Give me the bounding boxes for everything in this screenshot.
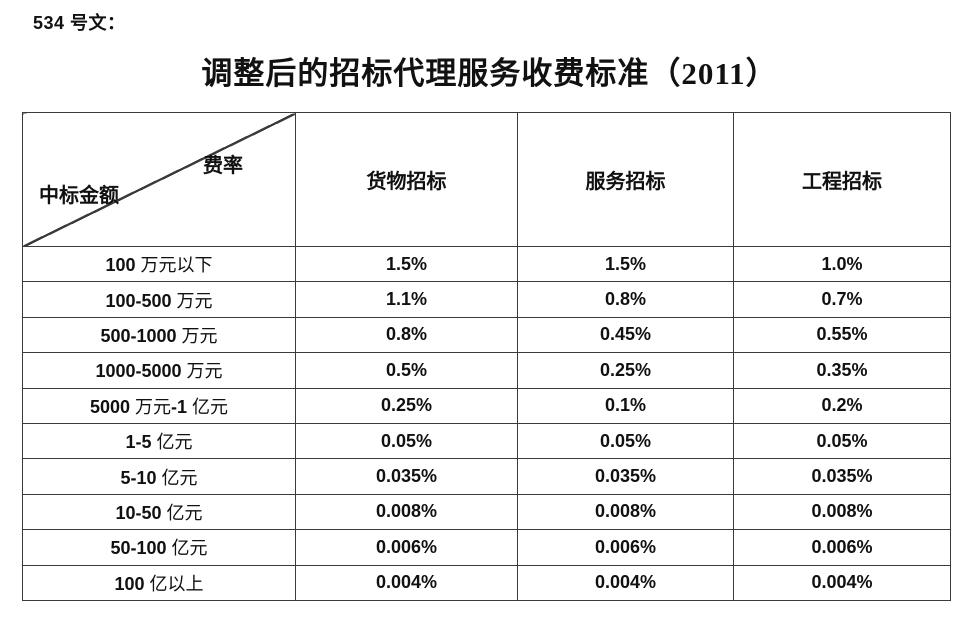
fee-value-cell: 0.008% — [517, 493, 734, 531]
fee-value-cell: 0.05% — [733, 422, 951, 460]
table-row: 100-500 万元 1.1% 0.8% 0.7% — [22, 281, 951, 318]
fee-value-cell: 0.7% — [733, 281, 951, 318]
table-row: 1000-5000 万元 0.5% 0.25% 0.35% — [22, 352, 951, 389]
fee-value-cell: 1.0% — [733, 245, 951, 283]
table-row: 5-10 亿元 0.035% 0.035% 0.035% — [22, 458, 951, 495]
table-row: 1-5 亿元 0.05% 0.05% 0.05% — [22, 422, 951, 460]
fee-value-cell: 0.55% — [733, 316, 951, 354]
table-row: 500-1000 万元 0.8% 0.45% 0.55% — [22, 316, 951, 354]
fee-value-cell: 0.035% — [733, 458, 951, 495]
fee-value-cell: 0.006% — [517, 529, 734, 566]
row-label-amount-range: 500-1000 万元 — [22, 316, 296, 354]
fee-value-cell: 0.004% — [517, 564, 734, 601]
fee-value-cell: 0.035% — [517, 458, 734, 495]
fee-value-cell: 0.05% — [517, 422, 734, 460]
table-header-row: 费率 中标金额 货物招标 服务招标 工程招标 — [22, 112, 951, 247]
fee-value-cell: 0.035% — [295, 458, 518, 495]
row-label-amount-range: 1000-5000 万元 — [22, 352, 296, 389]
corner-diagonal-cell: 费率 中标金额 — [22, 112, 296, 247]
fee-value-cell: 0.006% — [733, 529, 951, 566]
column-header-goods: 货物招标 — [295, 112, 518, 247]
fee-value-cell: 0.5% — [295, 352, 518, 389]
fee-rate-table: 费率 中标金额 货物招标 服务招标 工程招标 100 万元以下 1.5% 1.5% 1… — [22, 112, 951, 601]
fee-value-cell: 0.35% — [733, 352, 951, 389]
corner-fee-rate-label: 费率 — [203, 155, 243, 177]
row-label-amount-range: 50-100 亿元 — [22, 529, 296, 566]
fee-value-cell: 0.45% — [517, 316, 734, 354]
table-row: 100 亿以上 0.004% 0.004% 0.004% — [22, 564, 951, 601]
fee-value-cell: 0.2% — [733, 387, 951, 424]
row-label-amount-range: 5-10 亿元 — [22, 458, 296, 495]
corner-bid-amount-label: 中标金额 — [39, 185, 119, 207]
row-label-amount-range: 10-50 亿元 — [22, 493, 296, 531]
row-label-amount-range: 5000 万元-1 亿元 — [22, 387, 296, 424]
table-row: 50-100 亿元 0.006% 0.006% 0.006% — [22, 529, 951, 566]
fee-value-cell: 0.8% — [295, 316, 518, 354]
column-header-services: 服务招标 — [517, 112, 734, 247]
row-label-amount-range: 100 亿以上 — [22, 564, 296, 601]
row-label-amount-range: 100 万元以下 — [22, 245, 296, 283]
fee-value-cell: 0.006% — [295, 529, 518, 566]
fee-value-cell: 0.25% — [517, 352, 734, 389]
fee-value-cell: 0.008% — [295, 493, 518, 531]
table-row: 5000 万元-1 亿元 0.25% 0.1% 0.2% — [22, 387, 951, 424]
doc-number-label: 534 号文： — [33, 13, 126, 33]
fee-value-cell: 0.25% — [295, 387, 518, 424]
fee-value-cell: 0.004% — [295, 564, 518, 601]
row-label-amount-range: 100-500 万元 — [22, 281, 296, 318]
fee-value-cell: 0.8% — [517, 281, 734, 318]
table-row: 100 万元以下 1.5% 1.5% 1.0% — [22, 245, 951, 283]
fee-value-cell: 0.004% — [733, 564, 951, 601]
page-title: 调整后的招标代理服务收费标准（2011） — [201, 56, 778, 91]
row-label-amount-range: 1-5 亿元 — [22, 422, 296, 460]
column-header-engineering: 工程招标 — [733, 112, 951, 247]
table-row: 10-50 亿元 0.008% 0.008% 0.008% — [22, 493, 951, 531]
fee-value-cell: 0.1% — [517, 387, 734, 424]
fee-value-cell: 1.5% — [295, 245, 518, 283]
fee-value-cell: 1.1% — [295, 281, 518, 318]
fee-value-cell: 0.05% — [295, 422, 518, 460]
fee-value-cell: 0.008% — [733, 493, 951, 531]
fee-value-cell: 1.5% — [517, 245, 734, 283]
